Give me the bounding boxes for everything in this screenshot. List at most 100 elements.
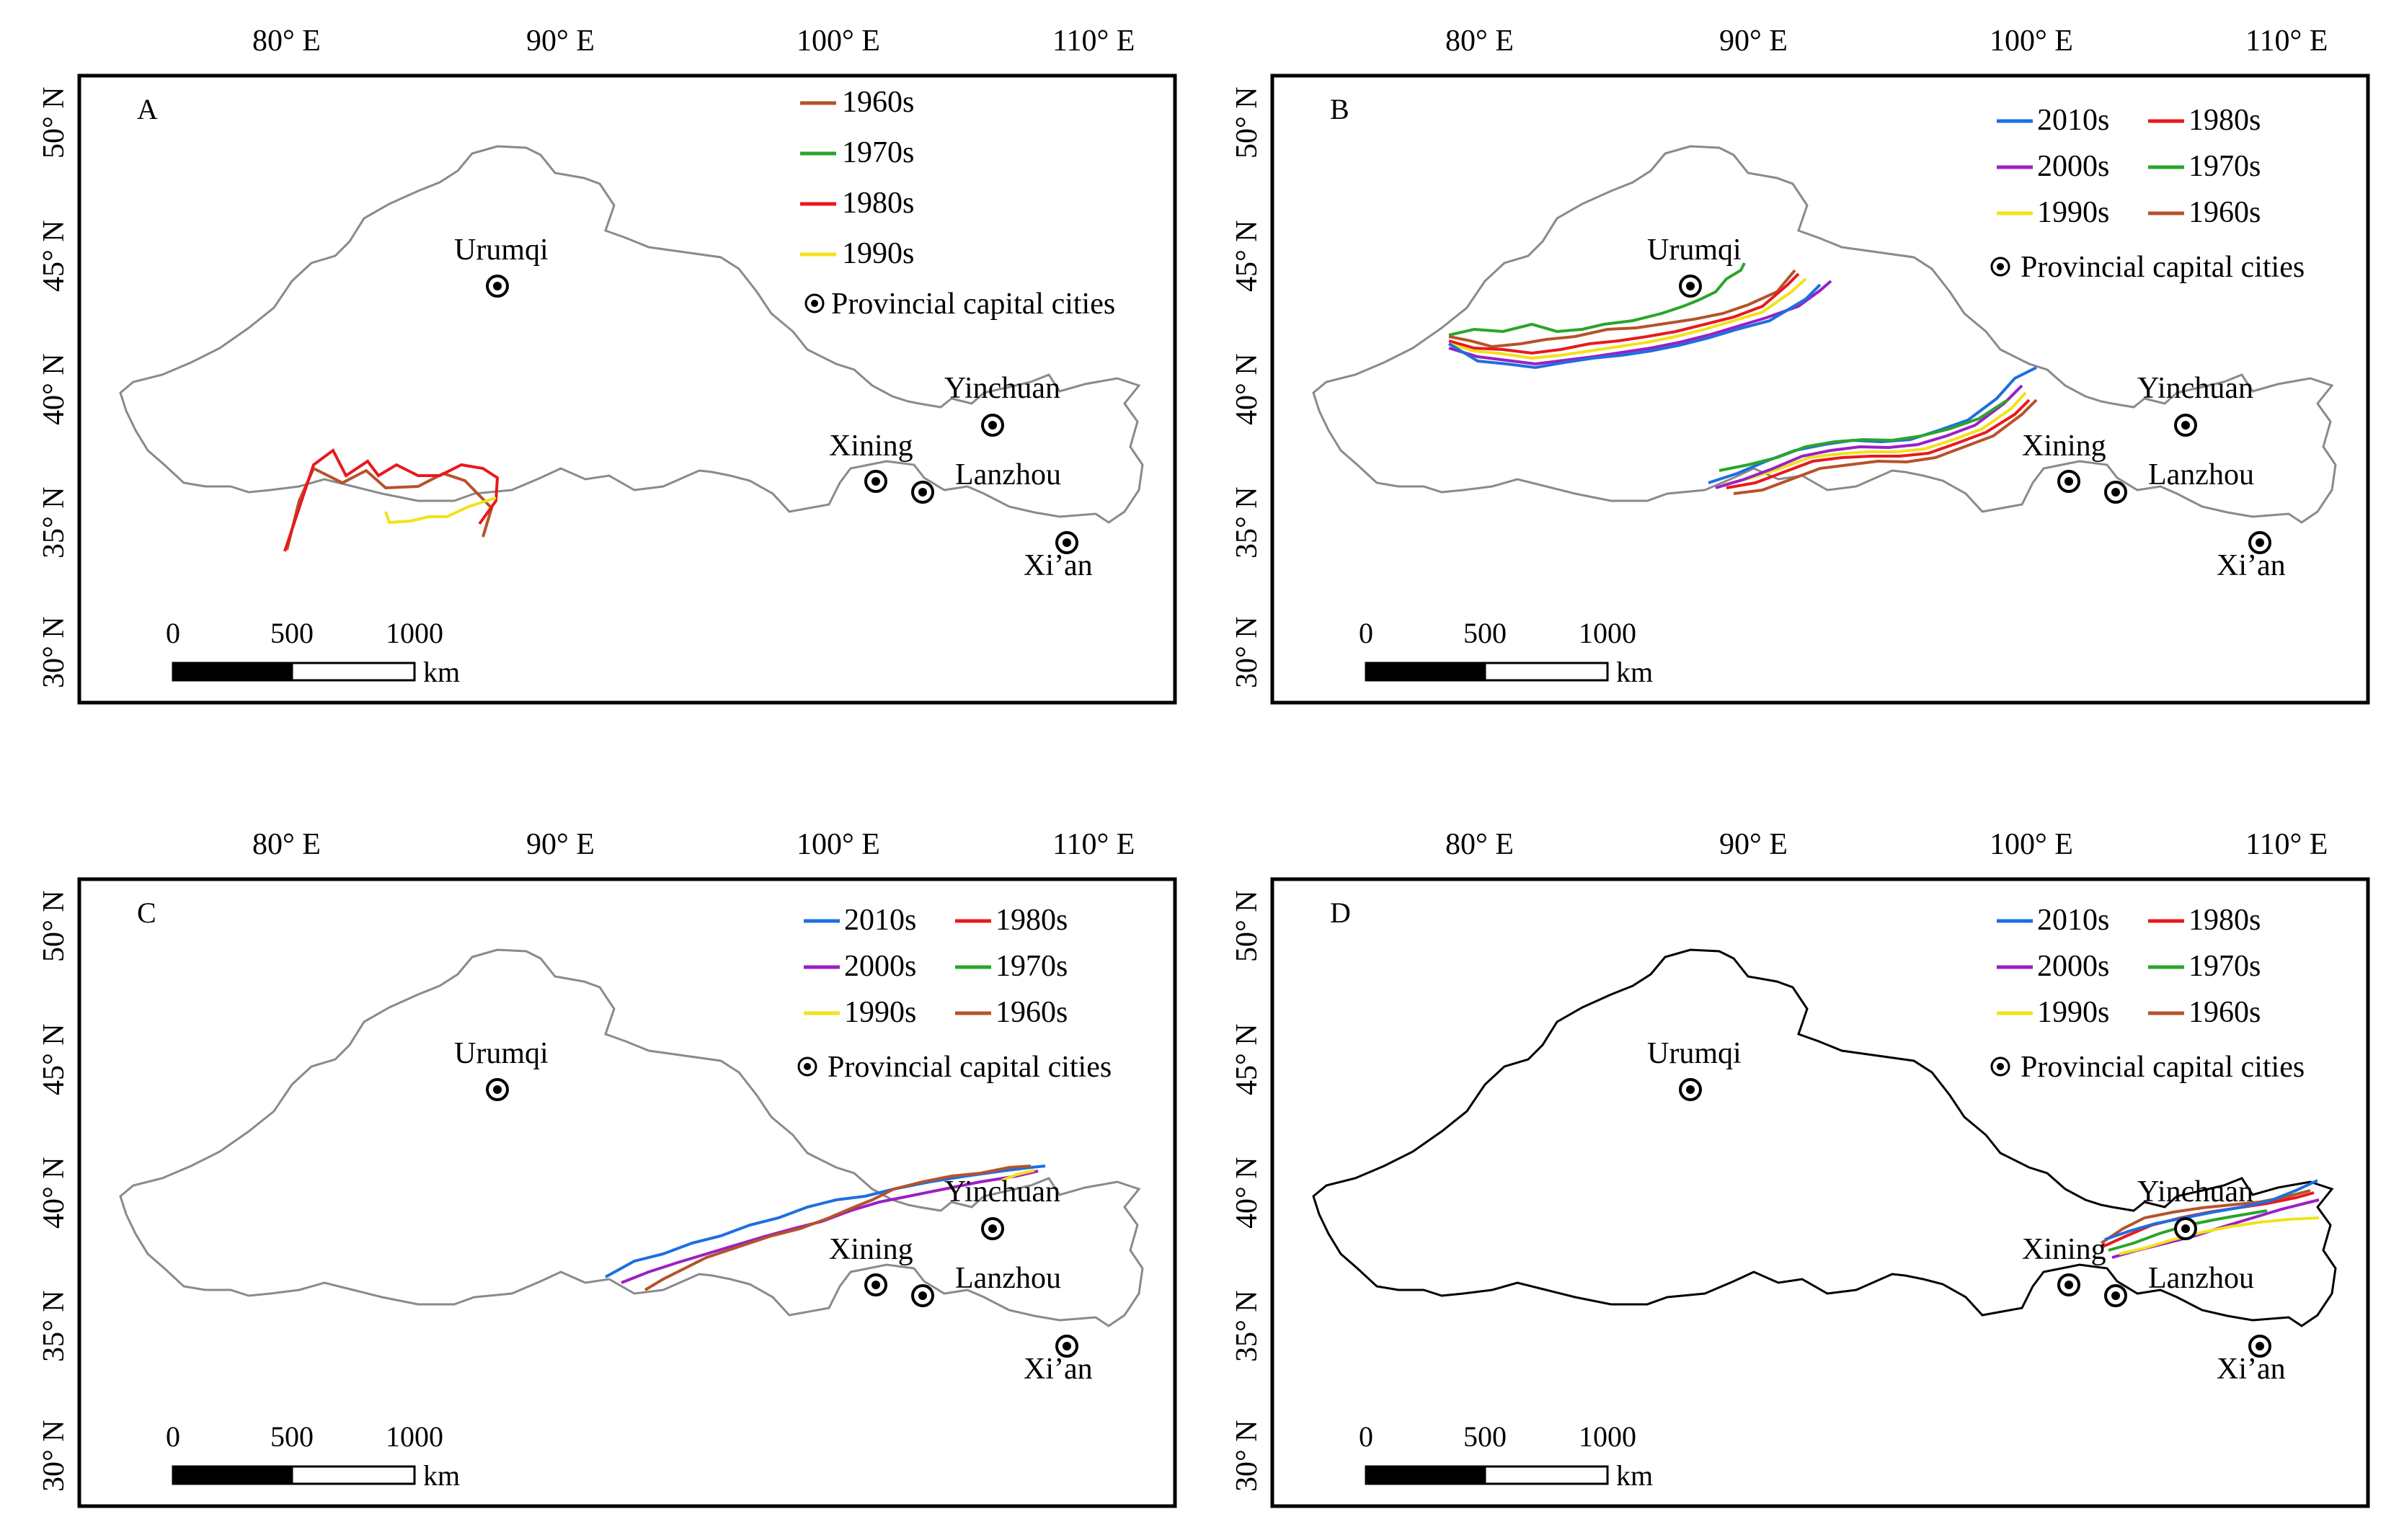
legend-label: 1970s bbox=[995, 950, 1068, 983]
scale-tick-label: 1000 bbox=[1579, 1420, 1636, 1453]
city-label: Lanzhou bbox=[955, 458, 1061, 491]
latitude-label: 30° N bbox=[37, 616, 71, 688]
city-label: Yinchuan bbox=[2137, 372, 2253, 405]
longitude-label: 90° E bbox=[1719, 25, 1788, 58]
latitude-label: 35° N bbox=[1230, 486, 1264, 558]
boundary-line-1990s bbox=[1001, 1169, 1035, 1182]
panel-frame bbox=[77, 74, 1177, 705]
city-marker-dot bbox=[2111, 488, 2120, 497]
city-label: Xi’an bbox=[1024, 1353, 1093, 1386]
boundary-line-2010s bbox=[1447, 283, 1822, 370]
longitude-label: 80° E bbox=[252, 25, 321, 58]
scale-bar-black bbox=[1365, 1465, 1486, 1485]
city-marker-dot bbox=[2256, 538, 2264, 547]
boundary-line-1960s bbox=[1448, 269, 1796, 349]
longitude-label: 110° E bbox=[1052, 828, 1135, 861]
legend-label: 2010s bbox=[2037, 104, 2109, 137]
scale-tick-label: 1000 bbox=[386, 617, 443, 649]
latitude-label: 50° N bbox=[37, 86, 71, 159]
scale-tick-label: 0 bbox=[1359, 617, 1373, 649]
city-marker-dot bbox=[872, 477, 880, 486]
longitude-label: 80° E bbox=[1445, 828, 1514, 861]
city-marker-dot bbox=[1063, 538, 1071, 547]
city-label: Urumqi bbox=[454, 1037, 549, 1070]
latitude-label: 35° N bbox=[37, 1290, 71, 1362]
longitude-label: 80° E bbox=[252, 828, 321, 861]
panel-frame bbox=[77, 877, 1177, 1508]
legend-label: 1990s bbox=[842, 237, 914, 270]
city-label: Yinchuan bbox=[2137, 1175, 2253, 1209]
legend-label: 2000s bbox=[2037, 950, 2109, 983]
boundary-line-1970s bbox=[1448, 262, 1746, 337]
city-marker-dot bbox=[918, 488, 927, 497]
scale-bar-black bbox=[172, 662, 293, 682]
longitude-label: 110° E bbox=[2245, 828, 2328, 861]
longitude-label: 90° E bbox=[526, 828, 595, 861]
legend-capital-label: Provincial capital cities bbox=[2021, 251, 2305, 284]
city-marker-dot bbox=[2256, 1342, 2264, 1350]
boundary-line-1980s bbox=[1448, 272, 1800, 355]
legend-label: 1960s bbox=[995, 996, 1068, 1029]
boundary-line-1990s bbox=[1448, 277, 1807, 360]
city-label: Xining bbox=[2022, 1233, 2106, 1266]
legend-capital-label: Provincial capital cities bbox=[828, 1051, 1112, 1084]
panel-c bbox=[119, 948, 1144, 1327]
longitude-label: 90° E bbox=[526, 25, 595, 58]
latitude-label: 30° N bbox=[1230, 616, 1264, 688]
scale-tick-label: 500 bbox=[1463, 1420, 1507, 1453]
city-label: Xining bbox=[829, 1233, 913, 1266]
city-marker-dot bbox=[872, 1281, 880, 1289]
scale-tick-label: 500 bbox=[1463, 617, 1507, 649]
legend-capital-dot bbox=[804, 1063, 811, 1070]
latitude-label: 50° N bbox=[1230, 86, 1264, 159]
city-marker-dot bbox=[493, 1085, 502, 1094]
scale-tick-label: 500 bbox=[270, 617, 314, 649]
legend-label: 1980s bbox=[2188, 104, 2261, 137]
panel-c-overlay: C 80° E 90° E 100° E 110° E 50° N 45° N 40° N 35… bbox=[37, 828, 1177, 1508]
longitude-label: 80° E bbox=[1445, 25, 1514, 58]
panel-letter: B bbox=[1330, 93, 1349, 125]
panel-letter: A bbox=[137, 93, 158, 125]
city-marker-dot bbox=[2111, 1291, 2120, 1300]
scale-tick-label: 0 bbox=[1359, 1420, 1373, 1453]
city-label: Yinchuan bbox=[944, 372, 1060, 405]
scale-bar-black bbox=[172, 1465, 293, 1485]
longitude-label: 100° E bbox=[797, 828, 880, 861]
legend-label: 1990s bbox=[844, 996, 916, 1029]
legend-label: 1960s bbox=[2188, 196, 2261, 229]
panel-frame bbox=[1270, 74, 2370, 705]
legend-label: 2010s bbox=[2037, 904, 2109, 937]
scale-bar-white bbox=[291, 662, 416, 682]
city-marker-dot bbox=[2181, 421, 2190, 429]
latitude-label: 30° N bbox=[37, 1420, 71, 1492]
boundary-line-1970s-south bbox=[1718, 399, 2009, 472]
city-label: Xi’an bbox=[1024, 549, 1093, 582]
boundary-line-1980s bbox=[283, 448, 500, 552]
scale-tick-label: 0 bbox=[166, 617, 180, 649]
scale-bar-white bbox=[1484, 662, 1609, 682]
scale-tick-label: 1000 bbox=[1579, 617, 1636, 649]
legend-label: 1990s bbox=[2037, 996, 2109, 1029]
panel-d bbox=[1312, 948, 2337, 1327]
city-marker-dot bbox=[988, 421, 997, 429]
city-label: Xining bbox=[2022, 429, 2106, 463]
legend-label: 2000s bbox=[2037, 150, 2109, 183]
latitude-label: 45° N bbox=[1230, 220, 1264, 292]
boundary-line-1980s-south bbox=[1726, 399, 2031, 489]
latitude-label: 40° N bbox=[37, 353, 71, 425]
latitude-label: 30° N bbox=[1230, 1420, 1264, 1492]
panel-letter: D bbox=[1330, 896, 1351, 929]
latitude-label: 35° N bbox=[1230, 1290, 1264, 1362]
latitude-label: 50° N bbox=[1230, 890, 1264, 962]
panel-a-overlay: A 80° E 90° E 100° E 110° E 50° N 45° N 40° N 35… bbox=[37, 25, 1177, 705]
city-label: Urumqi bbox=[454, 233, 549, 267]
boundary-line-1990s-south bbox=[1722, 391, 2027, 486]
latitude-label: 45° N bbox=[37, 220, 71, 292]
scale-tick-label: 500 bbox=[270, 1420, 314, 1453]
legend-label: 1970s bbox=[2188, 150, 2261, 183]
latitude-label: 45° N bbox=[1230, 1023, 1264, 1095]
city-label: Xi’an bbox=[2217, 549, 2286, 582]
legend-capital-label: Provincial capital cities bbox=[831, 288, 1115, 321]
legend-label: 1960s bbox=[842, 86, 914, 119]
